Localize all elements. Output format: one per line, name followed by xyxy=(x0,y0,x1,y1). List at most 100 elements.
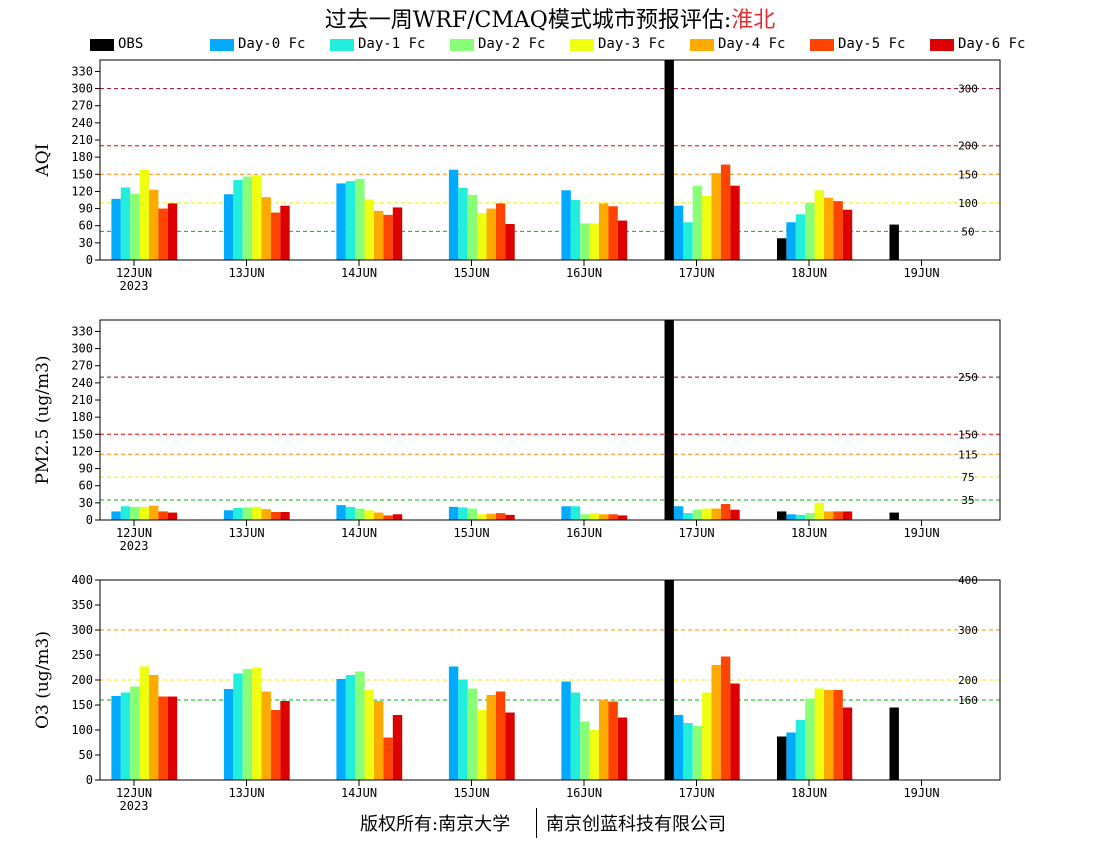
legend-label: Day-2 Fc xyxy=(478,36,546,52)
y-axis-label: O3 (ug/m3) xyxy=(33,631,53,729)
bar xyxy=(336,183,346,260)
y-tick-label: 300 xyxy=(71,82,93,96)
reference-line-label: 115 xyxy=(958,448,978,461)
bar xyxy=(130,193,140,260)
bar xyxy=(570,692,581,780)
bar xyxy=(242,176,253,260)
bar xyxy=(720,164,731,260)
x-tick-label: 15JUN xyxy=(453,526,489,540)
bar xyxy=(720,504,731,520)
bar xyxy=(139,666,149,780)
x-tick-label: 16JUN xyxy=(566,266,602,280)
bar xyxy=(458,188,468,260)
x-tick-label: 13JUN xyxy=(228,526,264,540)
bar xyxy=(467,688,478,780)
legend-label: Day-6 Fc xyxy=(958,36,1026,52)
bar xyxy=(589,730,599,780)
x-tick-label: 14JUN xyxy=(341,266,377,280)
bar xyxy=(477,710,487,780)
footer: 版权所有:南京大学 南京创蓝科技有限公司 xyxy=(0,808,1100,838)
bar xyxy=(486,208,496,260)
y-tick-label: 0 xyxy=(86,513,93,527)
legend-swatch xyxy=(690,39,714,51)
bar xyxy=(795,214,806,260)
y-tick-label: 0 xyxy=(86,773,93,787)
x-tick-label: 17JUN xyxy=(678,786,714,800)
bar xyxy=(842,511,853,520)
reference-line-label: 300 xyxy=(958,624,978,637)
bar xyxy=(111,511,121,520)
bar xyxy=(392,715,403,780)
chart-title: 过去一周WRF/CMAQ模式城市预报评估:淮北 xyxy=(0,2,1100,34)
x-tick-label: 15JUN xyxy=(453,266,489,280)
y-tick-label: 210 xyxy=(71,393,93,407)
legend-swatch xyxy=(570,39,594,51)
bar xyxy=(589,513,599,520)
bar xyxy=(252,667,262,780)
y-tick-label: 100 xyxy=(71,723,93,737)
bar xyxy=(392,207,403,260)
y-tick-label: 180 xyxy=(71,410,93,424)
bar xyxy=(261,509,271,520)
bar xyxy=(692,509,703,520)
y-tick-label: 200 xyxy=(71,673,93,687)
bar xyxy=(833,511,843,520)
y-tick-label: 300 xyxy=(71,342,93,356)
y-tick-label: 270 xyxy=(71,99,93,113)
x-year-label: 2023 xyxy=(120,539,149,553)
legend-swatch xyxy=(930,39,954,51)
x-tick-label: 18JUN xyxy=(791,526,827,540)
y-tick-label: 150 xyxy=(71,167,93,181)
bar xyxy=(692,726,703,780)
bar xyxy=(570,506,581,520)
bar xyxy=(617,515,628,520)
bar xyxy=(664,60,674,260)
legend-label: Day-1 Fc xyxy=(358,36,426,52)
y-tick-label: 60 xyxy=(79,479,93,493)
bar xyxy=(458,507,468,520)
bar xyxy=(777,238,787,260)
x-tick-label: 16JUN xyxy=(566,786,602,800)
bar xyxy=(786,514,796,520)
bar xyxy=(336,679,346,780)
legend-swatch xyxy=(90,39,114,51)
bar xyxy=(805,513,815,520)
reference-line-label: 100 xyxy=(958,197,978,210)
chart-panel-0: 300 200 150 100 50 0 30 60 90 120 150 180 210 240 270 3… xyxy=(33,59,1001,293)
bar xyxy=(280,205,290,260)
bar xyxy=(711,508,721,520)
bar xyxy=(824,511,834,520)
bar xyxy=(345,181,356,260)
bar xyxy=(242,669,253,780)
bar xyxy=(383,737,393,780)
bar xyxy=(702,692,712,780)
bar xyxy=(824,690,834,780)
y-tick-label: 330 xyxy=(71,324,93,338)
bar xyxy=(889,707,899,780)
x-tick-label: 18JUN xyxy=(791,786,827,800)
x-tick-label: 13JUN xyxy=(228,786,264,800)
bar xyxy=(505,514,515,520)
bar xyxy=(805,202,815,260)
bar xyxy=(730,683,740,780)
bar xyxy=(833,201,843,260)
bar xyxy=(617,220,628,260)
y-tick-label: 210 xyxy=(71,133,93,147)
x-tick-label: 19JUN xyxy=(903,526,939,540)
reference-line-label: 160 xyxy=(958,694,978,707)
legend-label: OBS xyxy=(118,36,144,52)
bar xyxy=(814,502,824,520)
reference-line-label: 300 xyxy=(958,83,978,96)
bar xyxy=(139,506,149,520)
bar xyxy=(608,206,618,260)
plot-frame xyxy=(99,59,1001,261)
bar xyxy=(111,696,121,780)
bar xyxy=(120,506,131,520)
bar xyxy=(814,688,824,780)
x-tick-label: 13JUN xyxy=(228,266,264,280)
bar xyxy=(786,222,796,260)
chart-title-prefix: 过去一周WRF/CMAQ模式城市预报评估: xyxy=(324,8,732,33)
bar xyxy=(374,512,384,520)
bar xyxy=(683,222,693,260)
legend-label: Day-5 Fc xyxy=(838,36,906,52)
